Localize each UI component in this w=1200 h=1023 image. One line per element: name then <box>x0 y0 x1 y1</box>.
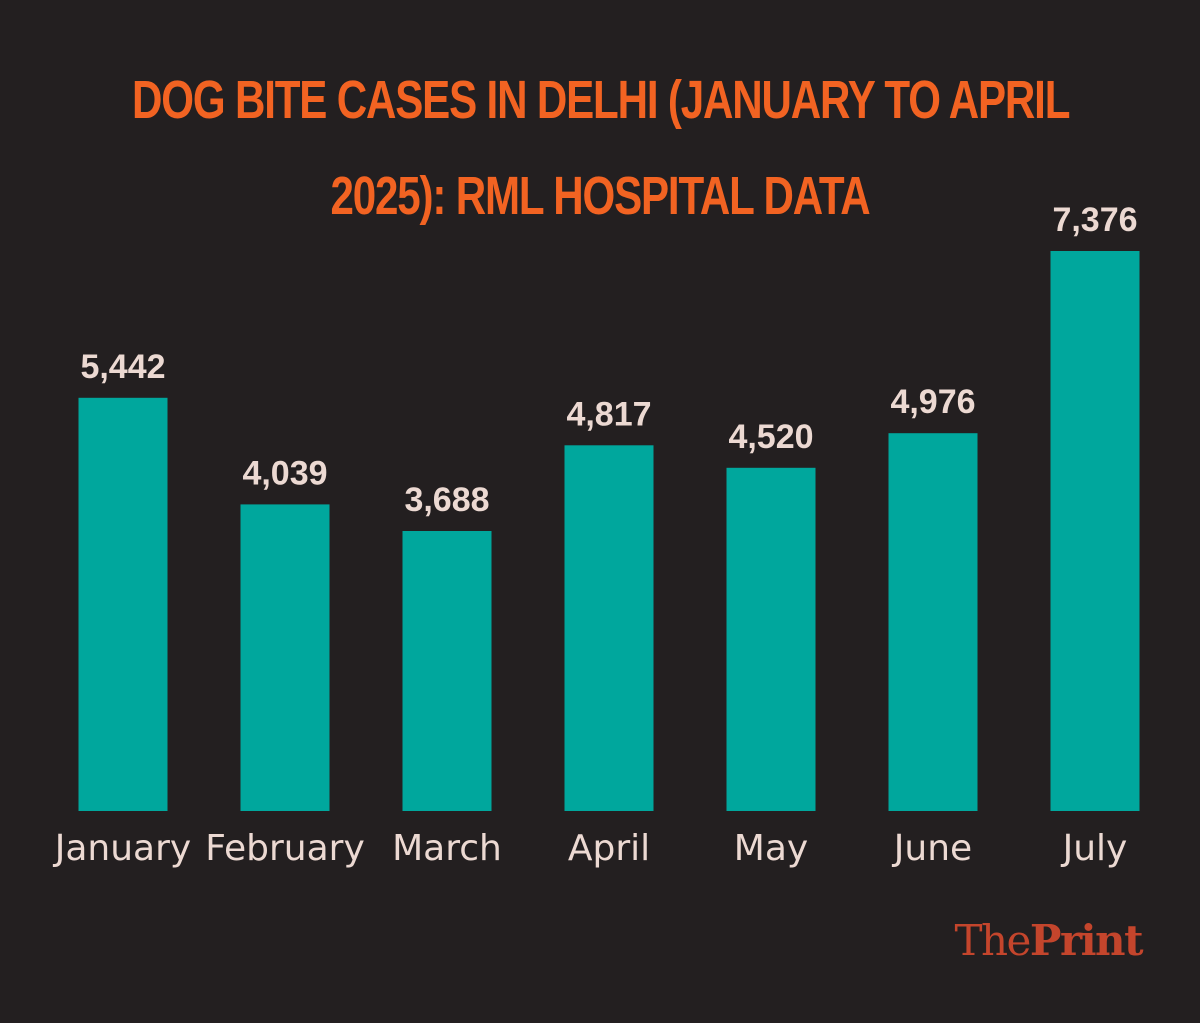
value-label-april: 4,817 <box>566 395 651 433</box>
category-label-may: May <box>734 828 808 869</box>
value-label-may: 4,520 <box>728 418 813 456</box>
category-label-january: January <box>53 828 191 869</box>
chart-title-line-1: DOG BITE CASES IN DELHI (JANUARY TO APRI… <box>132 70 1070 130</box>
bar-march <box>402 531 492 811</box>
bar-may <box>726 467 816 811</box>
category-label-march: March <box>392 828 502 869</box>
value-label-july: 7,376 <box>1052 201 1137 239</box>
bar-february <box>240 504 330 811</box>
category-label-april: April <box>568 828 650 869</box>
value-label-march: 3,688 <box>404 481 489 519</box>
bar-april <box>564 445 654 811</box>
category-label-june: June <box>892 828 972 869</box>
value-label-june: 4,976 <box>890 383 975 421</box>
bar-july <box>1050 251 1140 811</box>
chart-title-line-2: 2025): RML HOSPITAL DATA <box>330 166 870 226</box>
bar-january <box>78 397 168 811</box>
value-label-january: 5,442 <box>80 348 165 386</box>
category-label-february: February <box>205 828 365 869</box>
theprint-logo: ThePrint <box>954 916 1144 965</box>
logo-the: The <box>954 916 1031 965</box>
logo-print: Print <box>1029 916 1144 965</box>
chart-title: DOG BITE CASES IN DELHI (JANUARY TO APRI… <box>132 52 1070 244</box>
bar-june <box>888 433 978 811</box>
category-label-july: July <box>1061 828 1128 869</box>
value-label-february: 4,039 <box>242 454 327 492</box>
